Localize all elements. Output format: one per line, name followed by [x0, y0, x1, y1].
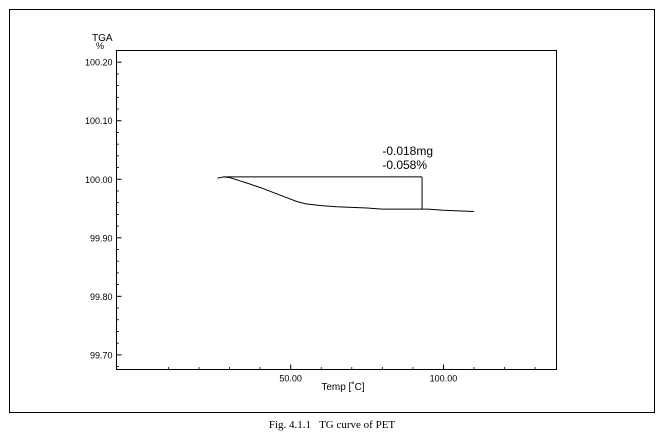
tga-curve-line	[217, 176, 475, 212]
x-axis-ticks: 50.00 100.00	[168, 364, 536, 384]
y-tick-label: 100.00	[85, 175, 113, 185]
y-axis-title: TGA	[92, 33, 113, 44]
step-annotation-label: -0.058%	[382, 158, 427, 172]
step-annotation-label: -0.018mg	[382, 144, 433, 158]
plot-frame	[116, 50, 557, 370]
y-axis-unit: %	[96, 41, 104, 51]
x-tick-label: 50.00	[279, 374, 302, 384]
x-tick-label: 100.00	[430, 374, 458, 384]
x-axis-title: Temp [˚C]	[321, 381, 365, 393]
figure-caption: Fig. 4.1.1 TG curve of PET	[269, 419, 396, 431]
plot-layer	[217, 176, 475, 212]
y-tick-label: 99.90	[90, 233, 113, 243]
y-tick-label: 99.70	[90, 350, 113, 360]
step-annotation: -0.018mg-0.058%	[223, 144, 433, 210]
y-tick-label: 100.10	[85, 116, 113, 126]
y-tick-label: 100.20	[85, 58, 113, 68]
y-tick-label: 99.80	[90, 292, 113, 302]
y-axis-ticks: 99.70 99.80 99.90 100.00 100.10 100.20	[85, 50, 122, 367]
